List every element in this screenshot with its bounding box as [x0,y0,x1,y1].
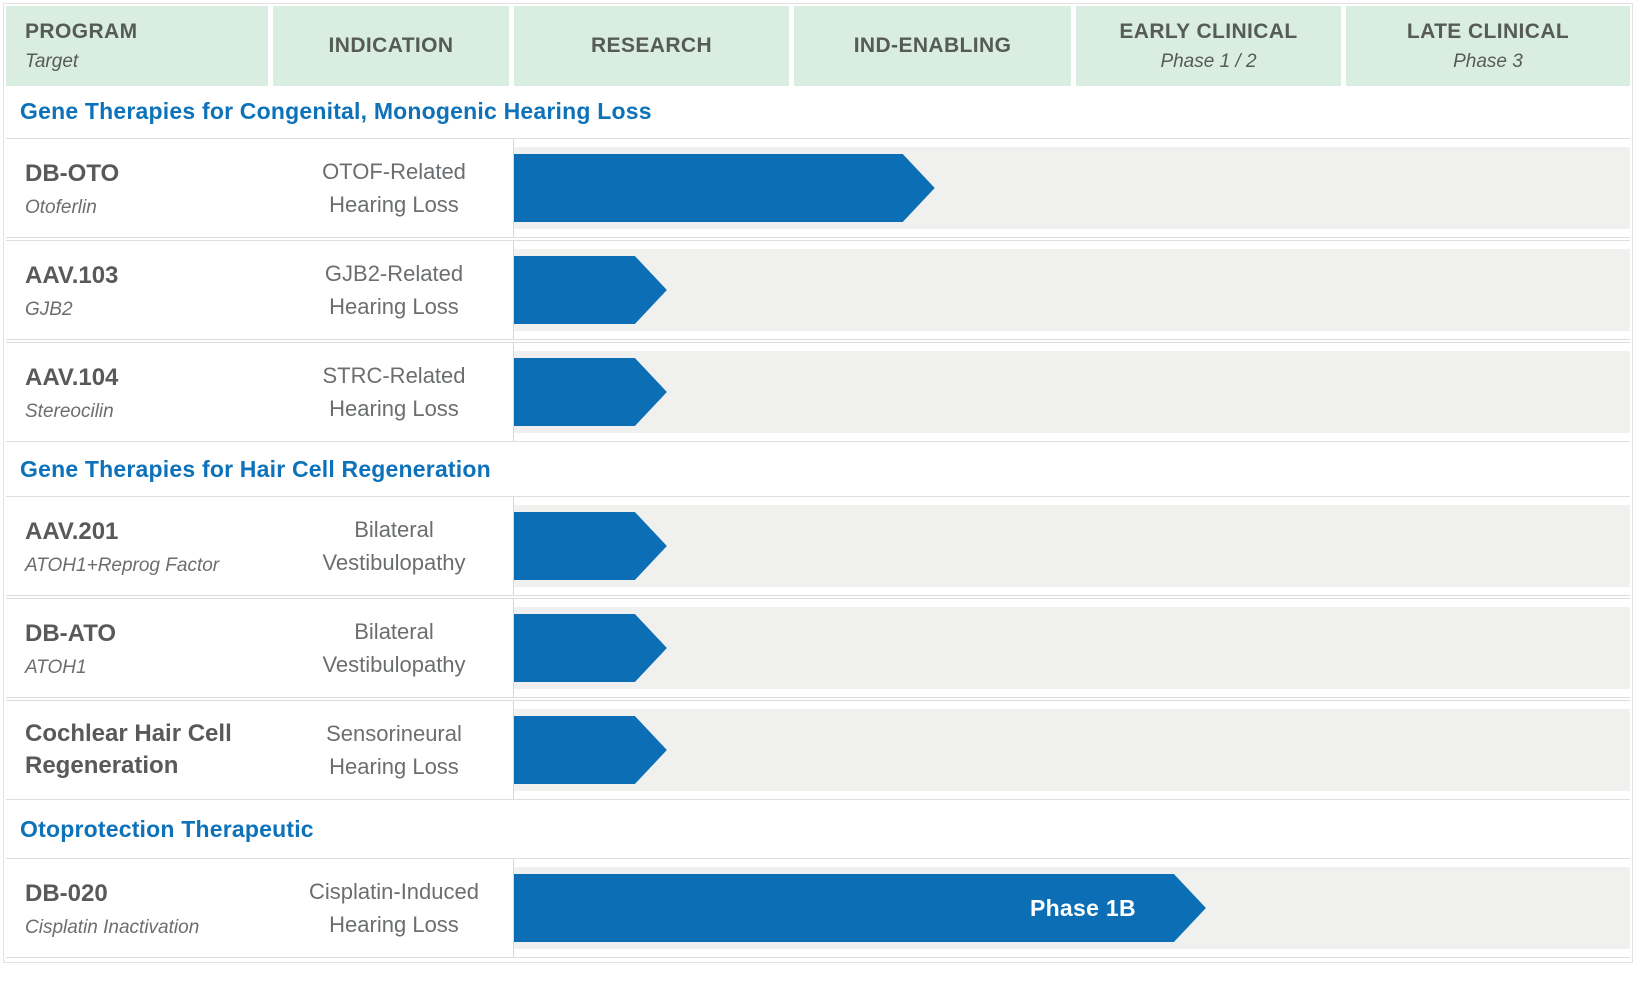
column-label: EARLY CLINICAL [1119,19,1298,43]
pipeline-row-db-ato: DB-ATO ATOH1 Bilateral Vestibulopathy [6,598,1630,698]
progress-arrow [514,256,667,324]
stage-track [514,249,1630,331]
pipeline-row-db-020: DB-020 Cisplatin Inactivation Cisplatin-… [6,858,1630,958]
program-name: AAV.104 [25,363,119,391]
progress-arrow [514,716,667,784]
indication: STRC-Related Hearing Loss [322,363,466,421]
stage-track [514,505,1630,587]
progress-arrow: Phase 1B [514,874,1206,942]
pipeline-table: PROGRAM Target INDICATION RESEARCH IND-E… [3,3,1633,963]
column-label: RESEARCH [590,34,713,57]
column-sublabel: Target [25,50,79,72]
indication: OTOF-Related Hearing Loss [322,159,466,217]
program-name: DB-ATO [25,619,117,647]
section-title-hair-cell-regeneration: Gene Therapies for Hair Cell Regeneratio… [6,444,1630,494]
stage-track [514,147,1630,229]
pipeline-row-db-oto: DB-OTO Otoferlin OTOF-Related Hearing Lo… [6,138,1630,238]
stage-track [514,709,1630,791]
indication: Sensorineural Hearing Loss [326,721,462,779]
progress-arrow [514,154,935,222]
indication: Bilateral Vestibulopathy [322,517,466,575]
column-header-ind-enabling: IND-ENABLING [794,6,1071,86]
indication: GJB2-Related Hearing Loss [324,261,464,319]
program-target: Stereocilin [25,400,114,422]
column-sublabel: Phase 1 / 2 [1160,50,1257,72]
progress-arrow [514,358,667,426]
column-header-research: RESEARCH [514,6,789,86]
section-title-text: Gene Therapies for Congenital, Monogenic… [20,97,652,124]
column-header-late-clinical: LATE CLINICAL Phase 3 [1346,6,1630,86]
column-header-early-clinical: EARLY CLINICAL Phase 1 / 2 [1076,6,1341,86]
indication: Bilateral Vestibulopathy [322,619,466,677]
program-target: ATOH1 [25,656,87,678]
program-name: DB-020 [25,879,108,907]
column-header-program: PROGRAM Target [6,6,268,86]
stage-track [514,351,1630,433]
program-name: DB-OTO [25,159,120,187]
program-target: GJB2 [25,298,73,320]
pipeline-row-aav103: AAV.103 GJB2 GJB2-Related Hearing Loss [6,240,1630,340]
program-name: AAV.201 [25,517,119,545]
stage-track [514,607,1630,689]
column-label: INDICATION [328,34,454,57]
table-header: PROGRAM Target INDICATION RESEARCH IND-E… [6,6,1630,86]
progress-arrow [514,512,667,580]
program-target: ATOH1+Reprog Factor [25,554,220,576]
pipeline-row-aav201: AAV.201 ATOH1+Reprog Factor Bilateral Ve… [6,496,1630,596]
column-label: PROGRAM [25,19,138,43]
stage-track: Phase 1B [514,867,1630,949]
section-title-text: Gene Therapies for Hair Cell Regeneratio… [20,455,491,482]
program-target: Otoferlin [25,196,97,218]
program-name: Cochlear Hair Cell Regeneration [25,720,232,779]
column-header-indication: INDICATION [273,6,509,86]
progress-arrow [514,614,667,682]
column-label: IND-ENABLING [853,34,1012,57]
section-title-congenital: Gene Therapies for Congenital, Monogenic… [6,86,1630,136]
pipeline-row-cochlear-hair-cell: Cochlear Hair Cell Regeneration Sensorin… [6,700,1630,800]
indication: Cisplatin-Induced Hearing Loss [309,879,479,937]
section-title-otoprotection: Otoprotection Therapeutic [6,802,1630,856]
program-target: Cisplatin Inactivation [25,916,200,938]
column-sublabel: Phase 3 [1453,50,1523,72]
bar-label: Phase 1B [1029,894,1136,921]
column-label: LATE CLINICAL [1406,19,1570,43]
program-name: AAV.103 [25,261,119,289]
pipeline-row-aav104: AAV.104 Stereocilin STRC-Related Hearing… [6,342,1630,442]
section-title-text: Otoprotection Therapeutic [20,815,314,842]
